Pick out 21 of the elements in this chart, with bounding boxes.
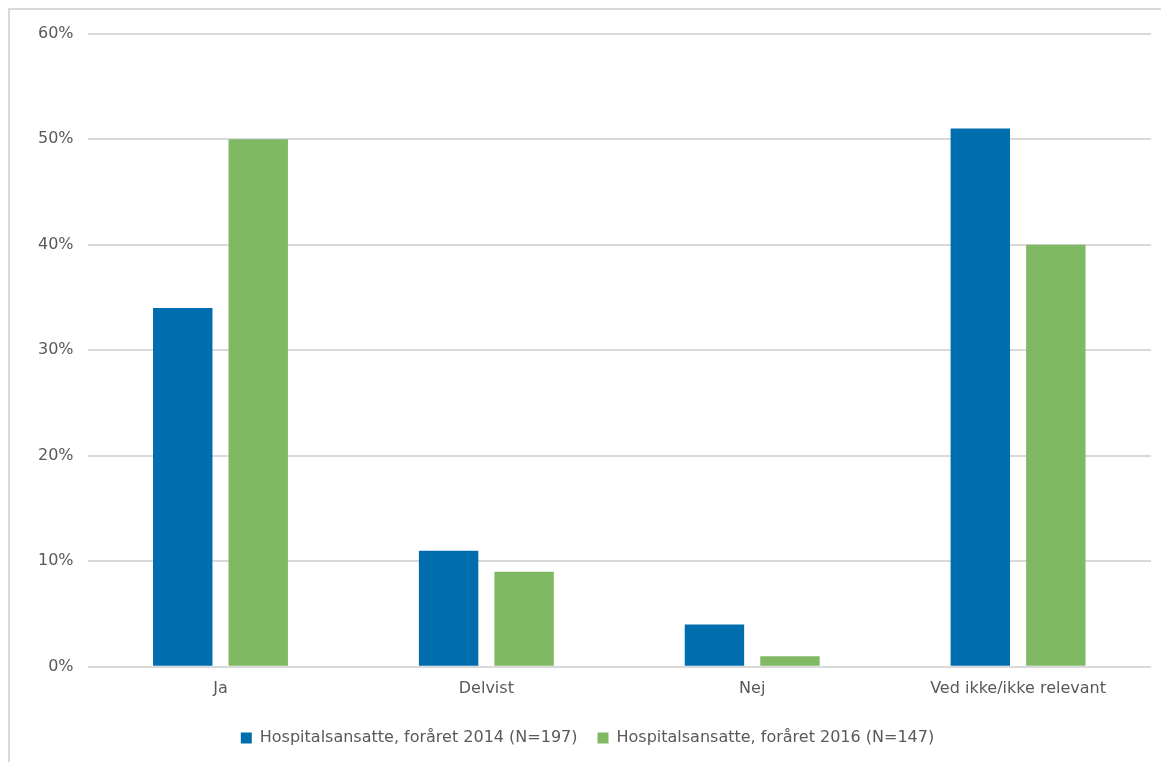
y-tick-label: 10% (38, 550, 74, 570)
y-tick-label: 20% (38, 444, 74, 464)
bar (1026, 244, 1086, 666)
bar (684, 624, 745, 666)
x-tick-label: Nej (739, 677, 766, 697)
x-tick-label: Delvist (458, 677, 514, 697)
legend-label: Hospitalsansatte, foråret 2014 (N=197) (259, 727, 578, 747)
bar (418, 550, 479, 666)
y-tick-label: 40% (38, 233, 74, 253)
y-tick-label: 30% (38, 339, 74, 359)
bar (153, 307, 213, 666)
x-tick-label: Ved ikke/ikke relevant (930, 677, 1106, 697)
y-tick-label: 50% (38, 128, 74, 148)
bar (760, 656, 820, 666)
y-tick-label: 60% (38, 22, 74, 42)
y-tick-label: 0% (48, 655, 74, 675)
legend-label: Hospitalsansatte, foråret 2016 (N=147) (616, 727, 935, 747)
x-tick-label: Ja (212, 677, 228, 697)
bar (950, 128, 1011, 666)
bar (494, 571, 554, 666)
bar (228, 139, 288, 666)
